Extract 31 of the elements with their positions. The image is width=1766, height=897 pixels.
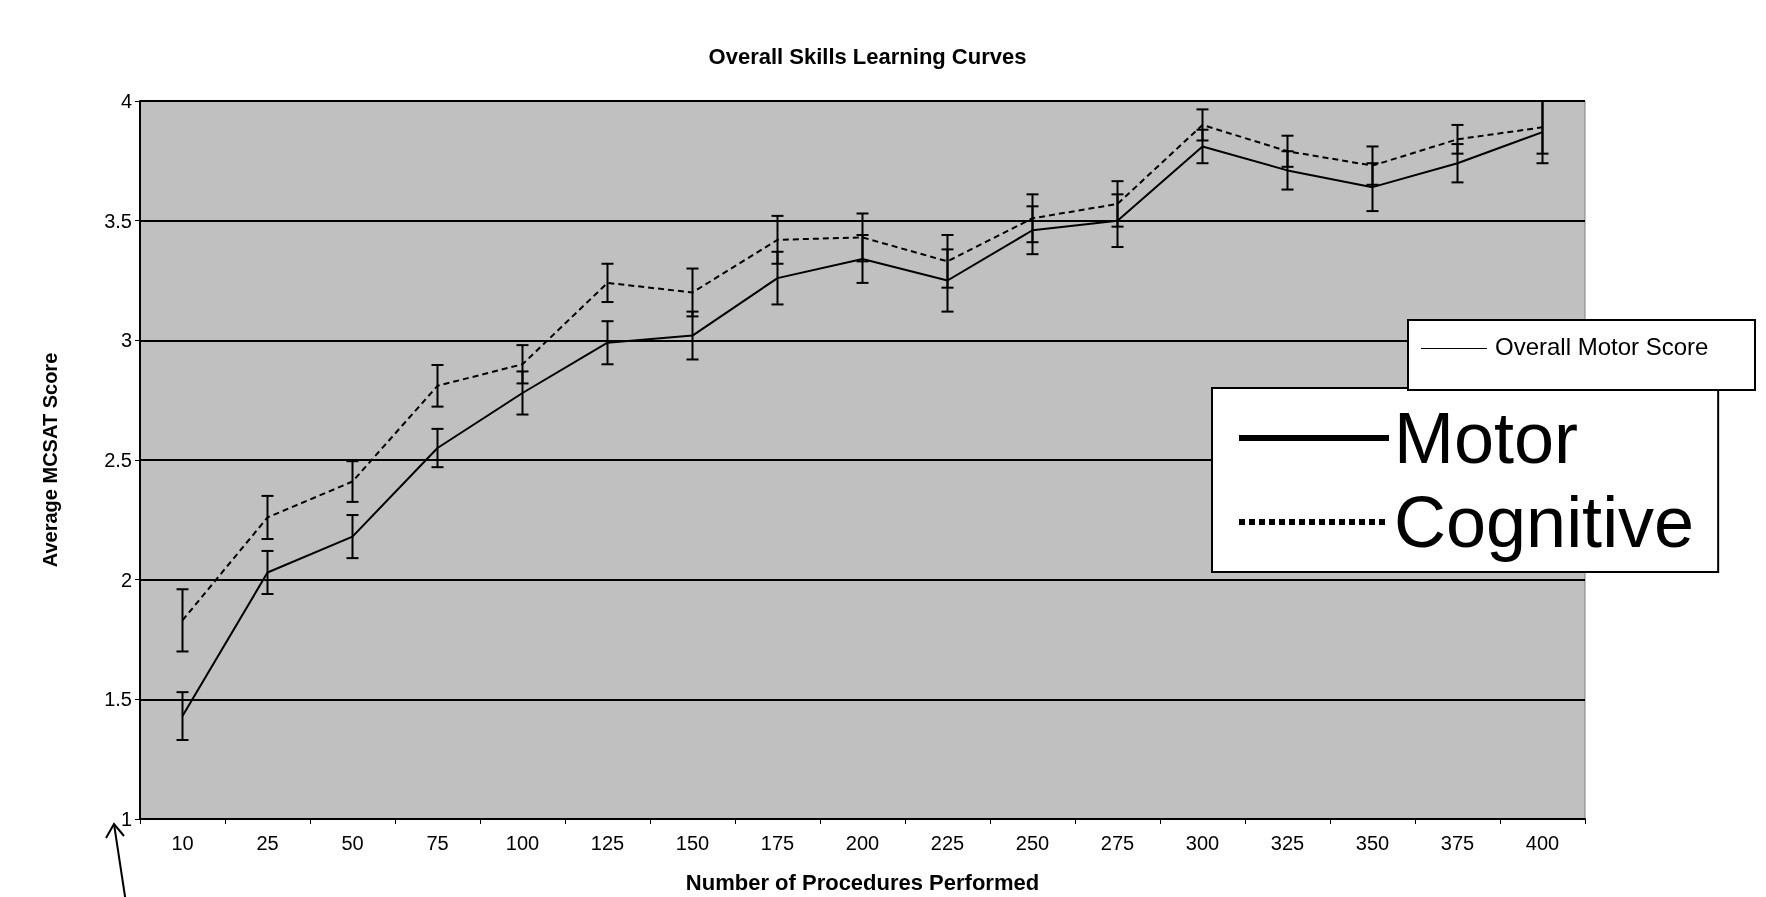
chart-title: Overall Skills Learning Curves (708, 43, 1027, 69)
y-tick-label: 2.5 (104, 449, 132, 471)
x-tick-label: 10 (171, 832, 194, 854)
x-tick-label: 25 (256, 832, 279, 854)
legend-box: Overall Motor Score (1407, 319, 1756, 391)
x-tick-label: 175 (760, 832, 795, 854)
legend-label: Cognitive (1394, 482, 1695, 562)
x-tick-label: 350 (1355, 832, 1390, 854)
x-tick-label: 275 (1100, 832, 1135, 854)
x-tick-label: 125 (590, 832, 625, 854)
y-tick-label: 1.5 (104, 688, 132, 711)
x-tick-label: 250 (1015, 832, 1050, 854)
x-axis-title: Number of Procedures Performed (685, 869, 1040, 895)
x-tick-label: 300 (1185, 832, 1220, 854)
legend-label: Motor (1394, 398, 1579, 478)
x-tick-label: 375 (1440, 832, 1475, 854)
x-tick-label: 225 (930, 832, 965, 854)
x-tick-label: 75 (426, 832, 449, 854)
y-tick-label: 3.5 (104, 209, 132, 232)
x-tick-label: 400 (1525, 832, 1560, 854)
x-tick-label: 325 (1270, 832, 1305, 854)
annotation: Overall Motor Score (1495, 333, 1709, 361)
x-tick-label: 100 (505, 832, 540, 854)
x-tick-label: 200 (845, 832, 880, 854)
y-tick-label: 1 (120, 808, 132, 830)
y-tick-label: 4 (120, 90, 132, 112)
y-tick-label: 2 (120, 568, 132, 591)
y-axis-title: Average MCSAT Score (39, 352, 61, 568)
y-tick-label: 3 (120, 329, 132, 352)
x-tick-label: 150 (675, 832, 710, 854)
x-tick-label: 50 (341, 832, 364, 854)
